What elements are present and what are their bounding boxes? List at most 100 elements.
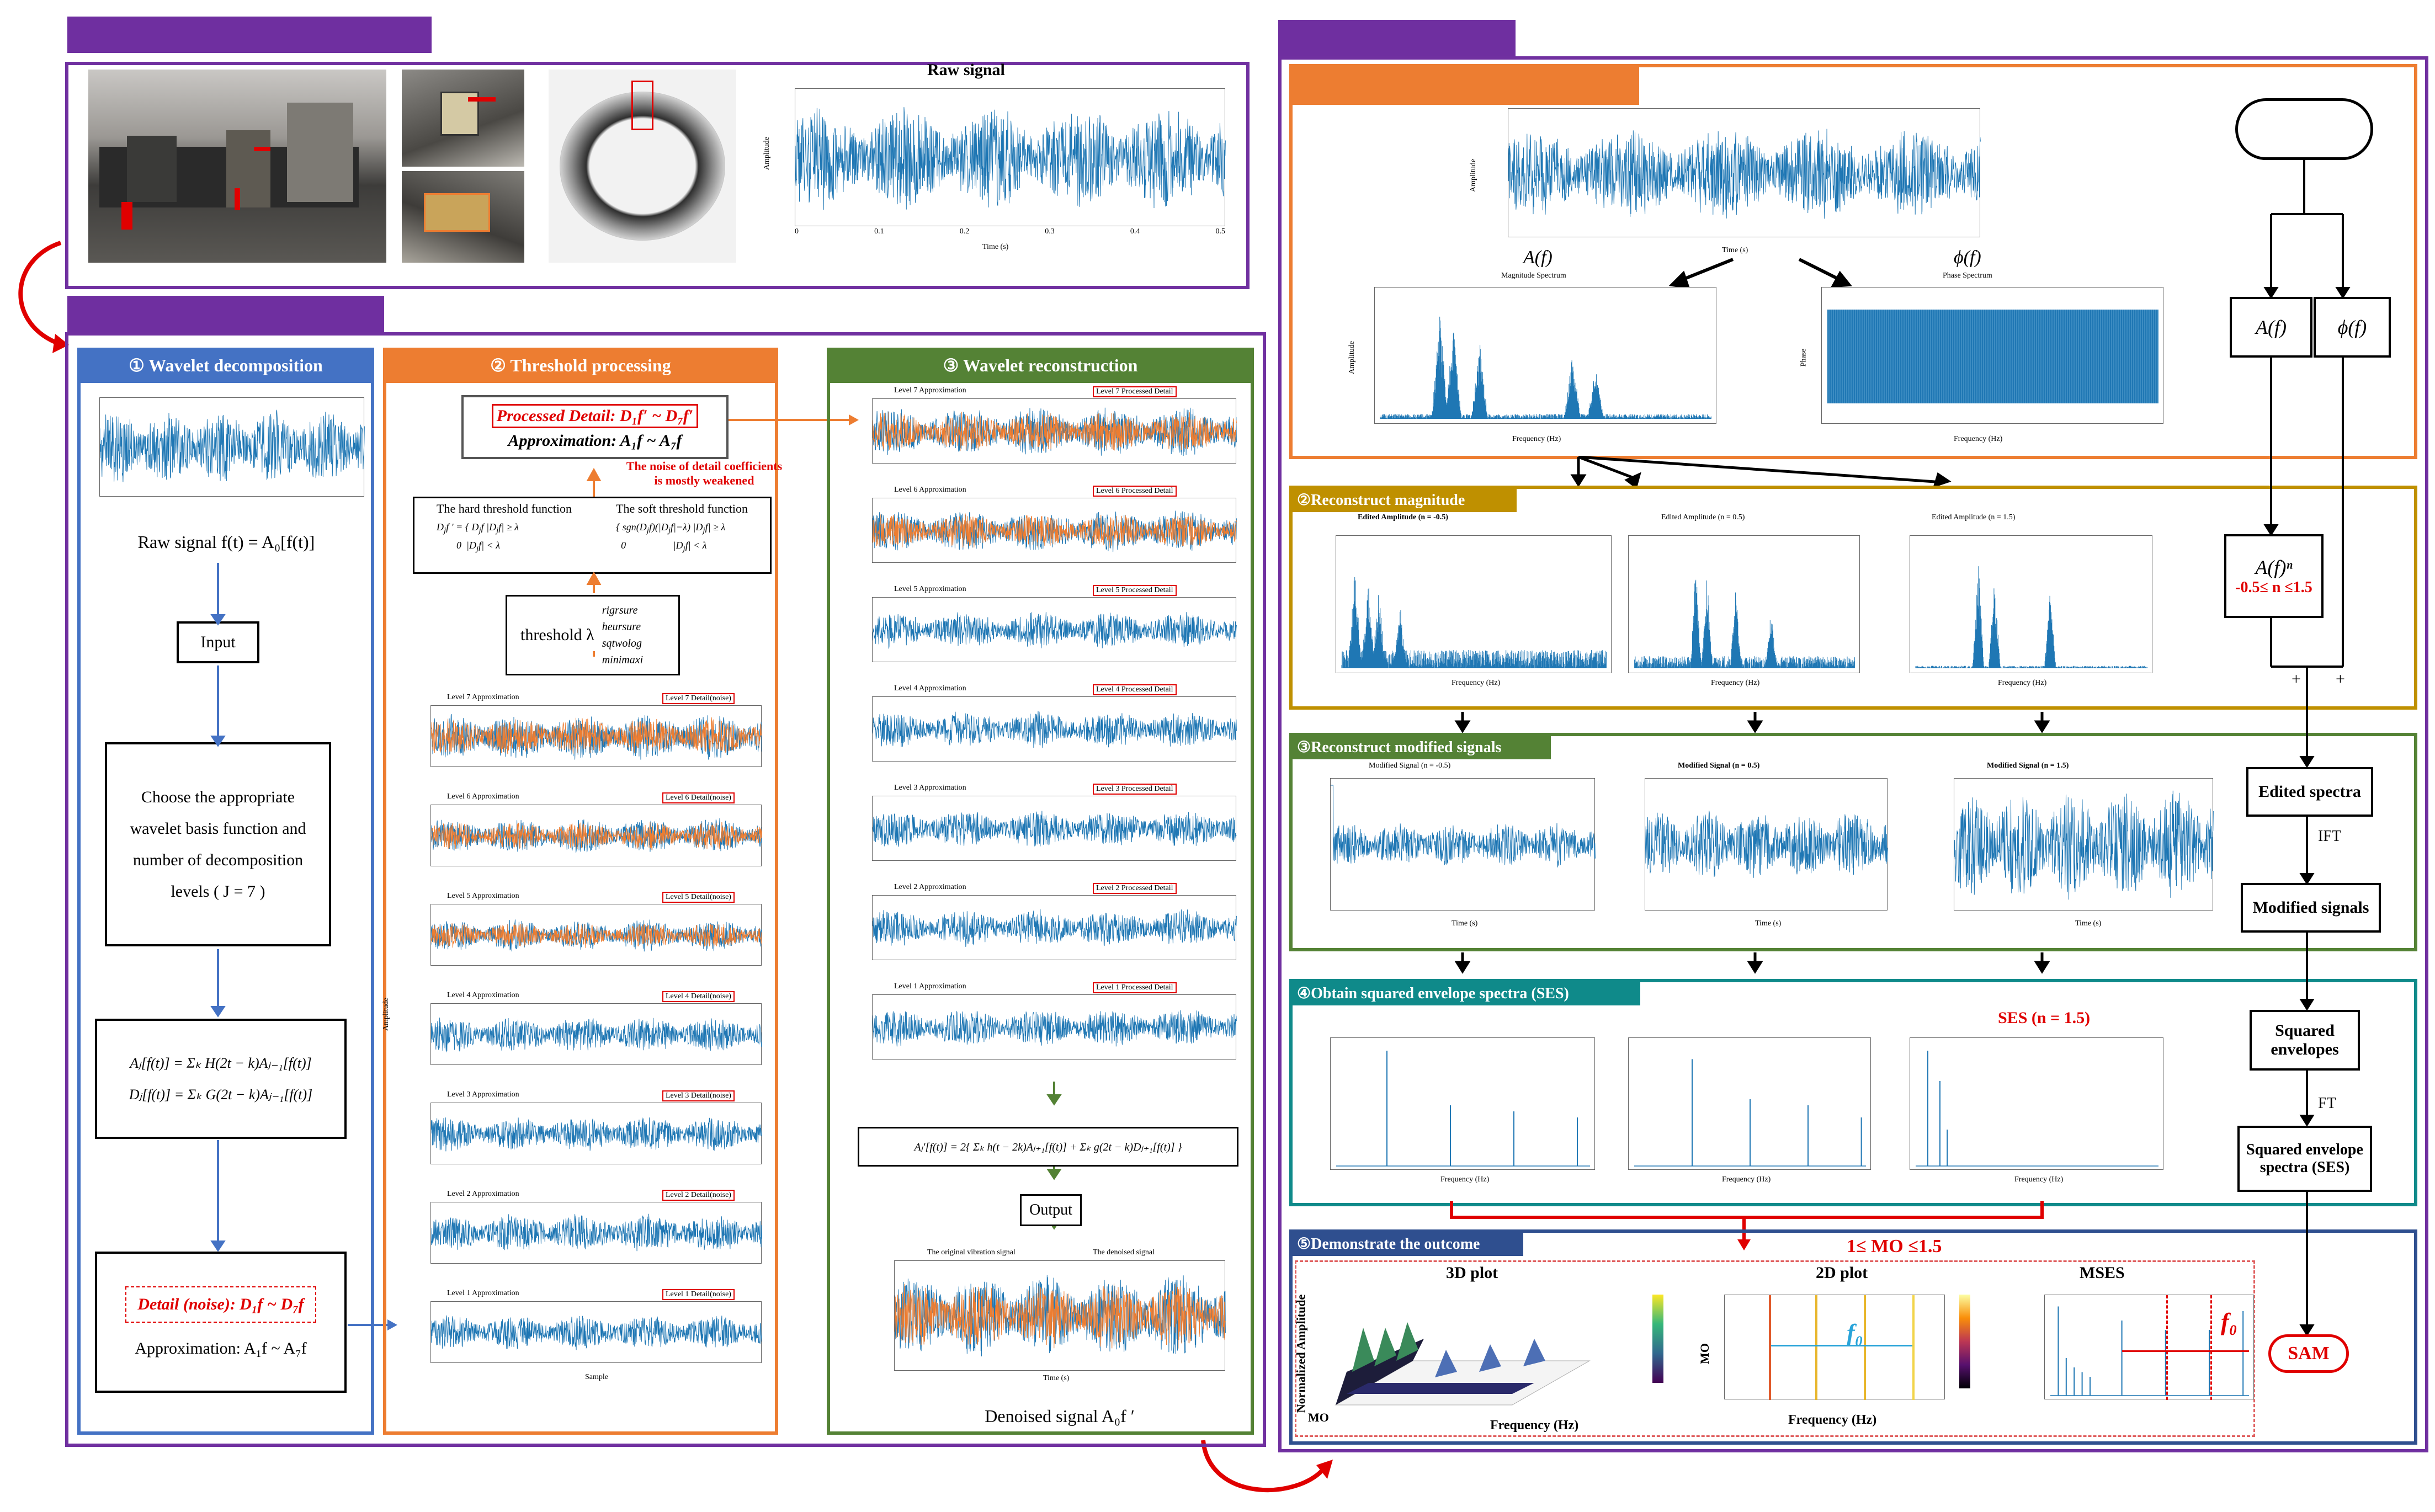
signal-trace [431, 1117, 762, 1152]
p3-level-1: Level 1 Approximation Level 1 Processed … [872, 982, 1237, 1060]
edited-xlabel-3: Frequency (Hz) [1998, 679, 2047, 687]
p2-level-1: Level 1 Approximation Level 1 Detail(noi… [430, 1289, 762, 1363]
noise-note-line1: The noise of detail coefficients [626, 459, 783, 473]
p2-level-4-detail-legend: Level 4 Detail(noise) [662, 991, 735, 1002]
p2-level-5-wave [431, 919, 762, 952]
signal-trace [873, 510, 1237, 552]
sam-frame [1278, 56, 2428, 1452]
processed-detail-label: Processed Detail: D₁f′ ~ D₇f′ [491, 404, 699, 428]
p3-level-2-detail-legend: Level 2 Processed Detail [1093, 883, 1177, 894]
signal-trace [431, 1315, 762, 1350]
signal-trace [873, 612, 1237, 649]
flow-Afn-box: A(f)ⁿ -0.5≤ n ≤1.5 [2224, 534, 2324, 618]
p3-level-6-detail-legend: Level 6 Processed Detail [1093, 486, 1177, 497]
curved-arrow-left [18, 241, 69, 353]
raw-signal-ylabel: Amplitude [762, 137, 771, 170]
signal-trace [431, 923, 762, 948]
signal-trace [100, 409, 365, 482]
p2-level-3-detail-legend: Level 3 Detail(noise) [662, 1090, 735, 1101]
phase-spectrum-plot [1821, 287, 2163, 424]
Af-label: A(f) [1523, 247, 1553, 268]
p3-down-arrows [1046, 1082, 1062, 1230]
mses-frame [2044, 1295, 2254, 1400]
ses-n-label: SES (n = 1.5) [1998, 1009, 2091, 1027]
p3-level-4: Level 4 Approximation Level 4 Processed … [872, 684, 1237, 762]
p2-ylabel: Amplitude [381, 998, 390, 1031]
choose-line4: levels ( J = 7 ) [171, 882, 265, 901]
mod-signal-3 [1954, 790, 2214, 900]
spectrum-trace [1915, 566, 2147, 668]
threshold-functions-box: The hard threshold function Djf ′ = { Dj… [413, 497, 772, 574]
test-rig-photo [88, 70, 386, 263]
curved-arrow-bottom [1201, 1440, 1333, 1493]
section-modified-signals [1289, 733, 2417, 951]
flow-modified-signals: Modified signals [2241, 883, 2381, 933]
p3-level-2: Level 2 Approximation Level 2 Processed … [872, 883, 1237, 960]
hard-threshold: The hard threshold function Djf ′ = { Dj… [437, 502, 572, 553]
mod-xlabel-1: Time (s) [1452, 919, 1478, 928]
wavelet-frame [65, 332, 1266, 1447]
signal-trace [873, 711, 1237, 748]
p2-up-arrows [586, 467, 602, 657]
signal-trace [431, 919, 762, 952]
p2-level-4: Level 4 Approximation Level 4 Detail(noi… [430, 991, 762, 1065]
p2-level-1-wave [431, 1315, 762, 1350]
p3-level-5-wave [873, 612, 1237, 649]
p1-raw-plot [99, 397, 365, 497]
ses-plots: Frequency (Hz) Frequency (Hz) Frequency … [1314, 1026, 2219, 1203]
denoised-xlabel: Time (s) [1043, 1374, 1070, 1382]
output-coefficients-box: Detail (noise): D₁f ~ D₇f Approximation:… [95, 1252, 347, 1393]
xtick: 0.2 [959, 227, 970, 236]
p1-to-p2-arrow [348, 1319, 397, 1330]
flow-ift-label: IFT [2318, 828, 2341, 845]
p2-level-plots: Level 7 Approximation Level 7 Detail(noi… [430, 693, 767, 1394]
signal-trace [431, 1213, 762, 1252]
p2-level-2-approx-legend: Level 2 Approximation [447, 1190, 519, 1198]
section-signal-spectra [1289, 64, 2417, 459]
signal-trace [873, 811, 1237, 847]
threshold-lambda-box: threshold λ rigrsure heursure sqtwolog m… [506, 595, 680, 675]
hard-threshold-label: The hard threshold function [437, 502, 572, 515]
raw-signal-title: Raw signal [927, 61, 1005, 79]
soft-threshold: The soft threshold function { sgn(Djf)(|… [616, 502, 748, 553]
flow-Afn-label: A(f)ⁿ [2255, 556, 2293, 578]
method-item: sqtwolog [602, 637, 642, 649]
p3-level-7-wave [873, 407, 1237, 456]
xtick: 0.3 [1045, 227, 1055, 236]
section5-title: ⑤Demonstrate the outcome [1291, 1232, 1523, 1256]
p2-level-5-detail-legend: Level 5 Detail(noise) [662, 892, 735, 903]
plot2d-xlabel: Frequency (Hz) [1788, 1413, 1877, 1427]
approx-label: Approximation: A₁f ~ A₇f [135, 1339, 307, 1357]
flow-squared-envelopes: Squared envelopes [2250, 1010, 2360, 1071]
p2-level-3-wave [431, 1117, 762, 1152]
signal-trace [1645, 810, 1888, 878]
decomposition-equations: Aⱼ[f(t)] = Σₖ H(2t − k)Aⱼ₋₁[f(t)] Dⱼ[f(t… [95, 1019, 347, 1139]
section4-title: ④Obtain squared envelope spectra (SES) [1291, 981, 1640, 1005]
p3-level-2-wave [873, 909, 1237, 947]
bearing-ring-photo [549, 70, 736, 263]
flow-start-terminal [2235, 98, 2373, 160]
raw-signal-plot [795, 88, 1226, 226]
flow-phif-box: ϕ(f) [2314, 297, 2391, 358]
flow-plus-right: + [2336, 670, 2345, 688]
flow-Af-box: A(f) [2230, 297, 2312, 358]
ses-1-chart [1336, 1051, 1590, 1167]
p3-level-4-wave [873, 711, 1237, 748]
p2-level-7-detail-legend: Level 7 Detail(noise) [662, 693, 735, 704]
denoised-legend-denoised: The denoised signal [1093, 1248, 1155, 1257]
colorbar-right [1959, 1295, 1970, 1388]
xtick: 0.5 [1215, 227, 1225, 236]
section-tab-bottom-left [67, 296, 384, 332]
p3-level-7-detail-legend: Level 7 Processed Detail [1093, 386, 1177, 397]
p2-level-2-detail-legend: Level 2 Detail(noise) [662, 1190, 735, 1201]
plot2d-f0: f₀ [1847, 1319, 1863, 1346]
sensor-photo-top [402, 70, 524, 167]
mag-ylabel: Amplitude [1347, 341, 1356, 374]
raw-signal-xlabel: Time (s) [982, 243, 1009, 251]
signal-trace [431, 717, 762, 754]
p3-level-6-approx-legend: Level 6 Approximation [894, 486, 966, 494]
sam-raw-wave [1508, 129, 1981, 219]
p2-level-4-approx-legend: Level 4 Approximation [447, 991, 519, 999]
mod-xlabel-3: Time (s) [2075, 919, 2102, 928]
plot3d-title: 3D plot [1446, 1264, 1498, 1282]
